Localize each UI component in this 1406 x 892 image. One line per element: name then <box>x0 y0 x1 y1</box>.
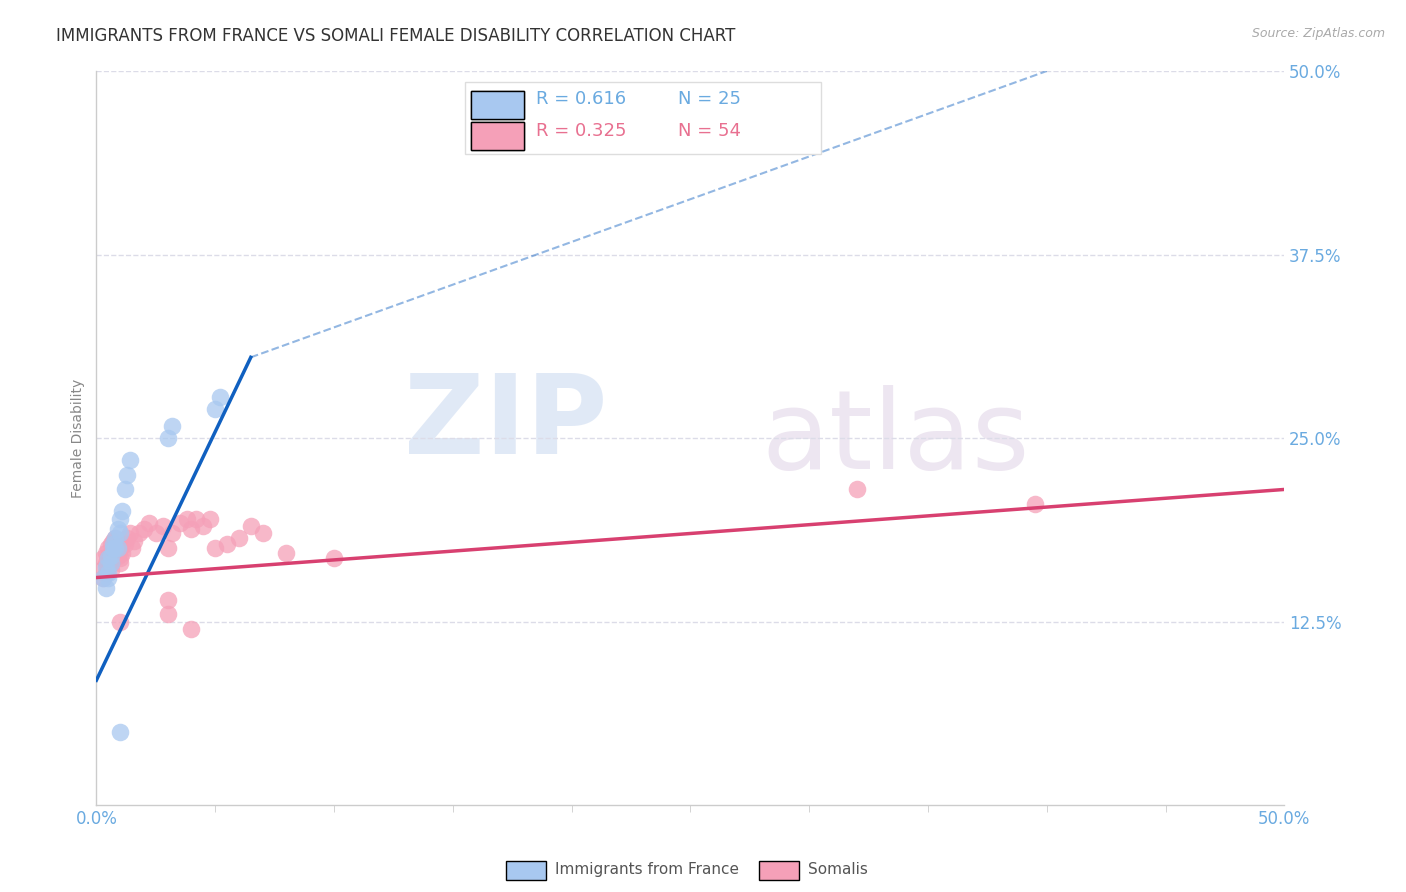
FancyBboxPatch shape <box>471 121 524 150</box>
Point <box>108 551 131 566</box>
Text: N = 54: N = 54 <box>679 121 741 139</box>
Point <box>107 541 129 556</box>
Text: IMMIGRANTS FROM FRANCE VS SOMALI FEMALE DISABILITY CORRELATION CHART: IMMIGRANTS FROM FRANCE VS SOMALI FEMALE … <box>56 27 735 45</box>
Text: N = 25: N = 25 <box>679 90 741 108</box>
Point <box>104 531 127 545</box>
Point <box>108 615 131 629</box>
Point <box>108 512 131 526</box>
Point <box>121 541 143 556</box>
Point <box>193 519 215 533</box>
Point <box>156 607 179 622</box>
Point <box>180 622 202 636</box>
Point <box>114 537 136 551</box>
Text: Source: ZipAtlas.com: Source: ZipAtlas.com <box>1251 27 1385 40</box>
Point <box>215 537 238 551</box>
Point <box>228 531 250 545</box>
Text: R = 0.325: R = 0.325 <box>536 121 627 139</box>
Y-axis label: Female Disability: Female Disability <box>72 378 86 498</box>
Point <box>97 560 120 574</box>
Point <box>132 522 155 536</box>
Point <box>323 551 346 566</box>
Point <box>156 541 179 556</box>
Point <box>107 537 129 551</box>
Point <box>128 526 150 541</box>
Point <box>94 560 117 574</box>
Point <box>114 483 136 497</box>
Point <box>90 563 112 577</box>
Point <box>156 431 179 445</box>
Point <box>101 533 124 548</box>
Point <box>94 566 117 581</box>
Point <box>101 545 124 559</box>
Point <box>118 453 141 467</box>
Point <box>124 533 146 548</box>
Point <box>100 537 122 551</box>
Point <box>100 556 122 570</box>
Point <box>115 467 138 482</box>
Text: ZIP: ZIP <box>404 370 607 477</box>
Text: Immigrants from France: Immigrants from France <box>555 863 740 877</box>
Point <box>108 556 131 570</box>
Point <box>186 512 208 526</box>
Point <box>108 526 131 541</box>
Point <box>176 512 198 526</box>
Point <box>101 551 124 566</box>
Point <box>204 541 226 556</box>
Point <box>108 724 131 739</box>
Point <box>145 526 167 541</box>
Point <box>111 545 134 559</box>
Point <box>107 522 129 536</box>
Point <box>93 551 115 566</box>
Point <box>138 516 160 531</box>
Point <box>97 566 120 581</box>
Point <box>115 531 138 545</box>
Point <box>93 570 115 584</box>
Point <box>94 556 117 570</box>
Point <box>239 519 262 533</box>
Point <box>94 545 117 559</box>
Point <box>276 545 298 559</box>
Point <box>97 570 120 584</box>
Point <box>107 549 129 563</box>
Point <box>104 531 127 545</box>
FancyBboxPatch shape <box>464 82 821 154</box>
FancyBboxPatch shape <box>471 91 524 119</box>
Point <box>111 504 134 518</box>
Point <box>204 401 226 416</box>
Point <box>118 526 141 541</box>
Point <box>93 570 115 584</box>
Point <box>845 483 868 497</box>
Point <box>97 541 120 556</box>
Point <box>252 526 274 541</box>
Point <box>108 541 131 556</box>
Point <box>152 519 174 533</box>
Point <box>169 516 191 531</box>
Point <box>101 537 124 551</box>
Point <box>104 541 127 556</box>
Point <box>180 522 202 536</box>
Point <box>200 512 222 526</box>
Text: atlas: atlas <box>762 384 1031 491</box>
Point <box>162 526 184 541</box>
Point <box>100 556 122 570</box>
Text: R = 0.616: R = 0.616 <box>536 90 626 108</box>
Point <box>101 541 124 556</box>
Point <box>104 541 127 556</box>
Text: Somalis: Somalis <box>808 863 869 877</box>
Point <box>208 390 231 404</box>
Point <box>162 419 184 434</box>
Point <box>100 563 122 577</box>
Point <box>94 581 117 595</box>
Point <box>1024 497 1046 511</box>
Point <box>97 549 120 563</box>
Point <box>97 551 120 566</box>
Point <box>156 592 179 607</box>
Point <box>100 549 122 563</box>
